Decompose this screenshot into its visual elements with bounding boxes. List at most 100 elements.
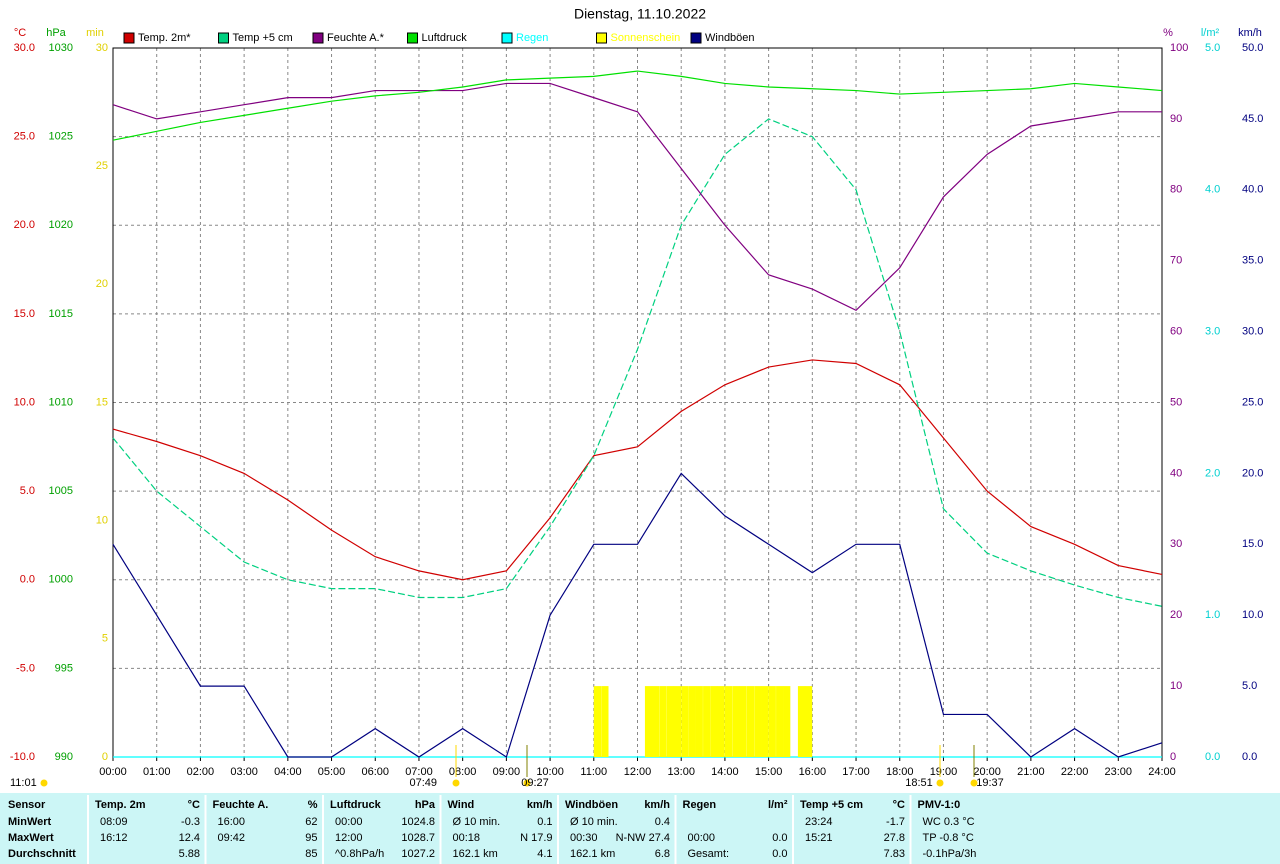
series-line (112, 70, 1163, 141)
table-unit: km/h (527, 799, 553, 811)
y-tick-label: 40.0 (1242, 184, 1263, 196)
table-cell: 4.1 (537, 848, 552, 860)
table-cell: 1027.2 (401, 848, 435, 860)
x-tick-label: 23:00 (1105, 766, 1133, 778)
table-cell: Ø 10 min. (570, 816, 618, 828)
annotation: 19:37 (976, 777, 1004, 789)
table-cell: 0.4 (655, 816, 670, 828)
table-background (0, 793, 1280, 864)
table-cell: 162.1 km (453, 848, 498, 860)
x-tick-label: 11:00 (580, 766, 607, 778)
sunshine-bar (717, 686, 725, 757)
x-tick-label: 17:00 (842, 766, 870, 778)
legend-swatch (596, 32, 607, 44)
table-header: Feuchte A. (213, 799, 269, 811)
x-tick-label: 13:00 (667, 766, 695, 778)
table-cell: Ø 10 min. (453, 816, 501, 828)
table-cell: 162.1 km (570, 848, 615, 860)
annotation: 11:01 (10, 777, 37, 789)
table-unit: °C (188, 799, 200, 811)
legend-swatch (690, 32, 702, 44)
legend-label: Sonnenschein (611, 32, 681, 44)
sunshine-bar (666, 686, 675, 757)
legend-label: Windböen (705, 32, 755, 44)
table-cell: 08:09 (100, 816, 128, 828)
table-header: Sensor (8, 799, 46, 811)
table-cell: 00:00 (335, 816, 363, 828)
y-tick-label: 5 (102, 633, 108, 645)
y-tick-label: 10.0 (1242, 609, 1263, 621)
sunshine-bar (761, 686, 769, 757)
x-tick-label: 10:00 (536, 766, 564, 778)
y-tick-label: 25.0 (1242, 396, 1263, 408)
legend-swatch (312, 32, 324, 44)
sunshine-bar (783, 686, 791, 757)
y-tick-label: 30.0 (1242, 326, 1263, 338)
y-tick-label: 70 (1170, 255, 1182, 267)
table-cell: ^0.8hPa/h (335, 848, 384, 860)
y-tick-label: 25.0 (14, 131, 35, 143)
x-tick-label: 12:00 (624, 766, 652, 778)
y-tick-label: 30 (1170, 538, 1182, 550)
y-tick-label: 20 (1170, 609, 1182, 621)
sun-icon (970, 779, 978, 787)
table-cell: 00:00 (688, 832, 716, 844)
table-cell: N 17.9 (520, 832, 552, 844)
x-tick-label: 19:00 (930, 766, 958, 778)
table-cell: TP -0.8 °C (923, 832, 974, 844)
sunshine-bar (746, 686, 755, 757)
table-cell: N-NW 27.4 (616, 832, 670, 844)
annotation: 07:49 (409, 777, 437, 789)
y-tick-label: 25 (96, 160, 108, 172)
table-cell: 23:24 (805, 816, 833, 828)
x-tick-label: 20:00 (973, 766, 1001, 778)
y-tick-label: 20.0 (1242, 467, 1263, 479)
table-cell: 00:30 (570, 832, 598, 844)
table-header: Luftdruck (330, 799, 382, 811)
sunshine-bar (776, 686, 784, 757)
sunshine-bar (754, 686, 762, 757)
table-cell: 12.4 (179, 832, 200, 844)
axis-label: km/h (1238, 27, 1262, 39)
y-tick-label: 995 (55, 662, 73, 674)
y-tick-label: 60 (1170, 326, 1182, 338)
y-tick-label: 90 (1170, 113, 1182, 125)
y-tick-label: 10 (96, 515, 108, 527)
y-tick-label: 1000 (49, 574, 73, 586)
y-tick-label: -5.0 (16, 662, 35, 674)
axis-label: l/m² (1201, 27, 1220, 39)
sunshine-bar (724, 686, 733, 757)
table-cell: 6.8 (655, 848, 670, 860)
x-tick-label: 00:00 (99, 766, 127, 778)
sunshine-bar (601, 686, 609, 757)
y-tick-label: 0.0 (20, 574, 35, 586)
y-tick-label: 80 (1170, 184, 1182, 196)
sunshine-bar (673, 686, 682, 757)
legend-label: Temp. 2m* (138, 32, 191, 44)
y-tick-label: 30 (96, 42, 108, 54)
y-tick-label: 4.0 (1205, 184, 1220, 196)
table-header: PMV-1:0 (918, 799, 961, 811)
table-unit: km/h (644, 799, 670, 811)
row-label: Durchschnitt (8, 848, 76, 860)
table-unit: hPa (415, 799, 436, 811)
table-cell: 27.8 (884, 832, 905, 844)
table-header: Wind (448, 799, 475, 811)
x-tick-label: 18:00 (886, 766, 914, 778)
x-tick-label: 02:00 (187, 766, 215, 778)
sun-icon (40, 779, 48, 787)
legend-label: Temp +5 cm (233, 32, 293, 44)
y-tick-label: 20 (96, 278, 108, 290)
sunshine-bar (703, 686, 711, 757)
legend-swatch (407, 32, 418, 44)
y-tick-label: -10.0 (10, 751, 35, 763)
x-tick-label: 04:00 (274, 766, 302, 778)
y-tick-label: 10 (1170, 680, 1182, 692)
y-tick-label: 30.0 (14, 42, 35, 54)
x-tick-label: 09:00 (493, 766, 521, 778)
axis-label: hPa (46, 27, 66, 39)
table-cell: 1024.8 (401, 816, 435, 828)
table-header: Temp +5 cm (800, 799, 863, 811)
sun-icon (523, 779, 531, 787)
